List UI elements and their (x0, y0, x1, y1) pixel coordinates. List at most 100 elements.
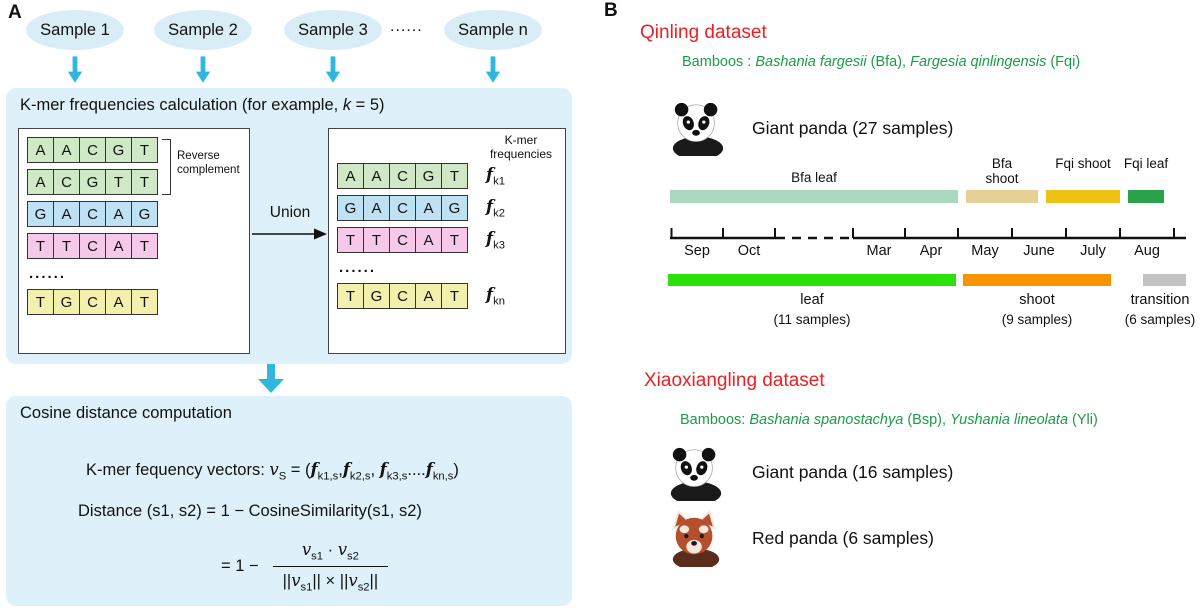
leaf-phase-samples: (11 samples) (773, 312, 851, 327)
sequence-cell: A (363, 163, 390, 189)
bfa-leaf-bar (670, 190, 958, 203)
shoot-phase-label: shoot (1019, 292, 1055, 308)
month-label: July (1080, 243, 1106, 259)
sequence-cell: A (105, 201, 132, 227)
sequence-cell: T (131, 137, 158, 163)
red-panda-6-label: Red panda (6 samples) (752, 528, 934, 548)
qinling-bamboos-line: Bamboos : Bashania fargesii (Bfa), Farge… (682, 54, 1081, 70)
giant-panda-27-label: Giant panda (27 samples) (752, 118, 954, 138)
distance-definition-line: Distance (s1, s2) = 1 − CosineSimilarity… (78, 502, 422, 520)
panel-a-label: A (8, 2, 22, 23)
sequence-cell: G (441, 195, 468, 221)
union-arrow-icon (252, 228, 327, 240)
month-labels: Sep Oct Mar Apr May June July Aug (600, 243, 1200, 261)
panel-a: A Sample 1 Sample 2 Sample 3 ...... Samp… (6, 2, 572, 606)
sequence-cell: G (53, 289, 80, 315)
sequence-ellipsis: ...... (29, 265, 67, 282)
sequence-cell: G (105, 137, 132, 163)
sequence-cell: C (389, 283, 416, 309)
fraction: vs1 · vs2 ||vs1|| × ||vs2|| (272, 540, 389, 594)
sequence-cell: A (363, 195, 390, 221)
sequence-cell: T (363, 227, 390, 253)
kmer-frequencies-header: K-mer frequencies (489, 133, 553, 162)
xiaoxiangling-bamboos-line: Bamboos: Bashania spanostachya (Bsp), Yu… (680, 412, 1098, 428)
sequence-cell: A (53, 201, 80, 227)
bfa-shoot-bar-label: Bfa shoot (985, 156, 1019, 187)
distance-fraction: = 1 − vs1 · vs2 ||vs1|| × ||vs2|| (221, 540, 389, 594)
sequence-cell: T (131, 289, 158, 315)
reverse-complement-label: Reverse complement (177, 150, 240, 177)
sequence-cell: A (415, 283, 442, 309)
kmer-frequencies-box: K-mer frequencies calculation (for examp… (6, 88, 572, 364)
timeline-axis (670, 228, 1186, 240)
sequence-cell: A (53, 137, 80, 163)
kmer-frequency-vectors-line: K-mer fequency vectors: vS = (fk1,s,fk2,… (86, 460, 459, 483)
fqi-shoot-bar (1046, 190, 1120, 203)
giant-panda-16-label: Giant panda (16 samples) (752, 462, 954, 482)
sequence-cell: C (389, 227, 416, 253)
down-arrow-icon (67, 56, 83, 83)
cosine-box-title: Cosine distance computation (20, 404, 232, 422)
sequence-cell: T (105, 169, 132, 195)
sequence-cell: G (337, 195, 364, 221)
sequence-cell: C (389, 163, 416, 189)
sequence-cell: T (337, 227, 364, 253)
sequence-cell: T (27, 289, 54, 315)
kmer-frequency-label: fk2 (486, 196, 505, 220)
sample-n-oval: Sample n (444, 10, 542, 50)
sequence-cell: C (53, 169, 80, 195)
leaf-phase-bar (668, 274, 956, 286)
month-label: June (1023, 243, 1055, 259)
sequence-cell: T (337, 283, 364, 309)
sequence-cell: C (79, 201, 106, 227)
giant-panda-icon (672, 102, 724, 156)
sequence-cell: G (415, 163, 442, 189)
sequence-cell: A (105, 289, 132, 315)
sequence-cell: A (105, 233, 132, 259)
sequence-cell: A (415, 195, 442, 221)
fqi-leaf-bar (1128, 190, 1164, 203)
sequence-cell: A (27, 137, 54, 163)
bfa-shoot-bar (966, 190, 1038, 203)
red-panda-icon (672, 510, 720, 567)
sequence-cell: C (79, 137, 106, 163)
samples-ellipsis: ...... (390, 18, 423, 35)
sequence-cell: G (363, 283, 390, 309)
sequence-cell: T (131, 233, 158, 259)
leaf-phase-label: leaf (800, 292, 824, 308)
sequence-cell: T (441, 163, 468, 189)
input-sequences-box: A A C G T A C G T T G A C A G T T C A T...... T G C A T Reverse … (18, 128, 250, 354)
sequence-cell: T (441, 227, 468, 253)
fraction-numerator: vs1 · vs2 (301, 540, 359, 563)
kmer-frequency-label: fk1 (486, 164, 505, 188)
transition-phase-bar (1143, 274, 1186, 286)
union-label: Union (269, 204, 311, 221)
bfa-leaf-bar-label: Bfa leaf (791, 170, 837, 185)
sequence-cell: T (131, 169, 158, 195)
panel-b: B Qinling dataset Bamboos : Bashania far… (600, 0, 1200, 614)
reverse-complement-bracket (162, 139, 171, 195)
down-arrow-icon (485, 56, 501, 83)
sequence-ellipsis: ...... (339, 259, 377, 276)
month-label: Sep (684, 243, 710, 259)
down-arrow-icon (258, 364, 284, 393)
xiaoxiangling-dataset-title: Xiaoxiangling dataset (644, 370, 825, 391)
month-label: Aug (1134, 243, 1160, 259)
fraction-prefix: = 1 − (221, 557, 259, 576)
sequence-cell: C (79, 233, 106, 259)
shoot-phase-bar (963, 274, 1111, 286)
sequence-cell: C (79, 289, 106, 315)
sequence-cell: C (389, 195, 416, 221)
transition-phase-samples: (6 samples) (1124, 312, 1196, 327)
panel-b-label: B (604, 0, 618, 21)
month-label: Oct (737, 243, 761, 259)
left-sequence-rows: A A C G T A C G T T G A C A G T T C A T...... T G C A T (27, 137, 158, 321)
month-label: May (971, 243, 999, 259)
